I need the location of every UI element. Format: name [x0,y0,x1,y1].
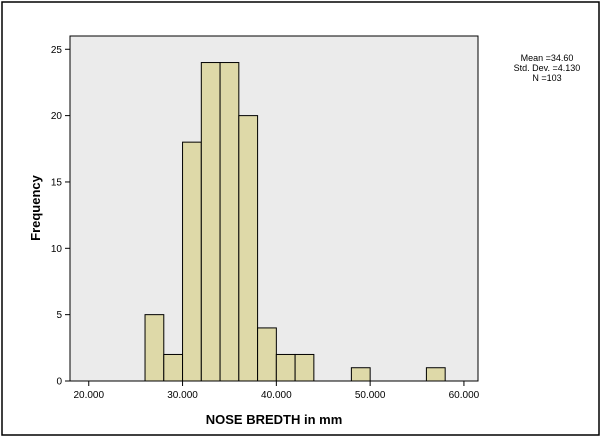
histogram-bar-4 [219,62,240,382]
histogram-bar-6 [257,327,277,382]
y-tick-label: 0 [56,377,62,388]
histogram-bar-2 [182,141,202,382]
histogram-bar-3 [200,62,221,382]
histogram-bar-5 [238,115,259,382]
stats-box: Mean =34.60 Std. Dev. =4.130 N =103 [514,53,581,83]
histogram-bar-1 [163,353,184,382]
stats-std-dev: Std. Dev. =4.130 [514,63,581,73]
y-tick-label: 15 [51,177,63,188]
histogram-bar-7 [275,353,296,382]
y-tick-label: 5 [56,310,62,321]
histogram-bar-10 [425,367,446,382]
y-axis-label: Frequency [28,174,43,241]
histogram-bar-0 [144,314,165,382]
x-tick-label: 30.000 [167,390,198,401]
x-tick-label: 60.000 [449,390,480,401]
x-tick-label: 50.000 [355,390,386,401]
plot-area [69,35,479,382]
y-axis: 0 5 10 15 20 25 [51,45,70,388]
y-tick-label: 25 [51,45,63,56]
x-tick-label: 20.000 [73,390,104,401]
y-tick-label: 10 [51,244,63,255]
bars-group [144,62,446,382]
x-axis: 20.000 30.000 40.000 50.000 60.000 [73,381,480,401]
histogram-bar-8 [294,353,315,382]
x-tick-label: 40.000 [261,390,292,401]
y-tick-label: 20 [51,111,63,122]
histogram-bar-9 [350,367,371,382]
stats-n: N =103 [532,73,561,83]
stats-mean: Mean =34.60 [521,53,574,63]
x-axis-label: NOSE BREDTH in mm [206,412,343,427]
